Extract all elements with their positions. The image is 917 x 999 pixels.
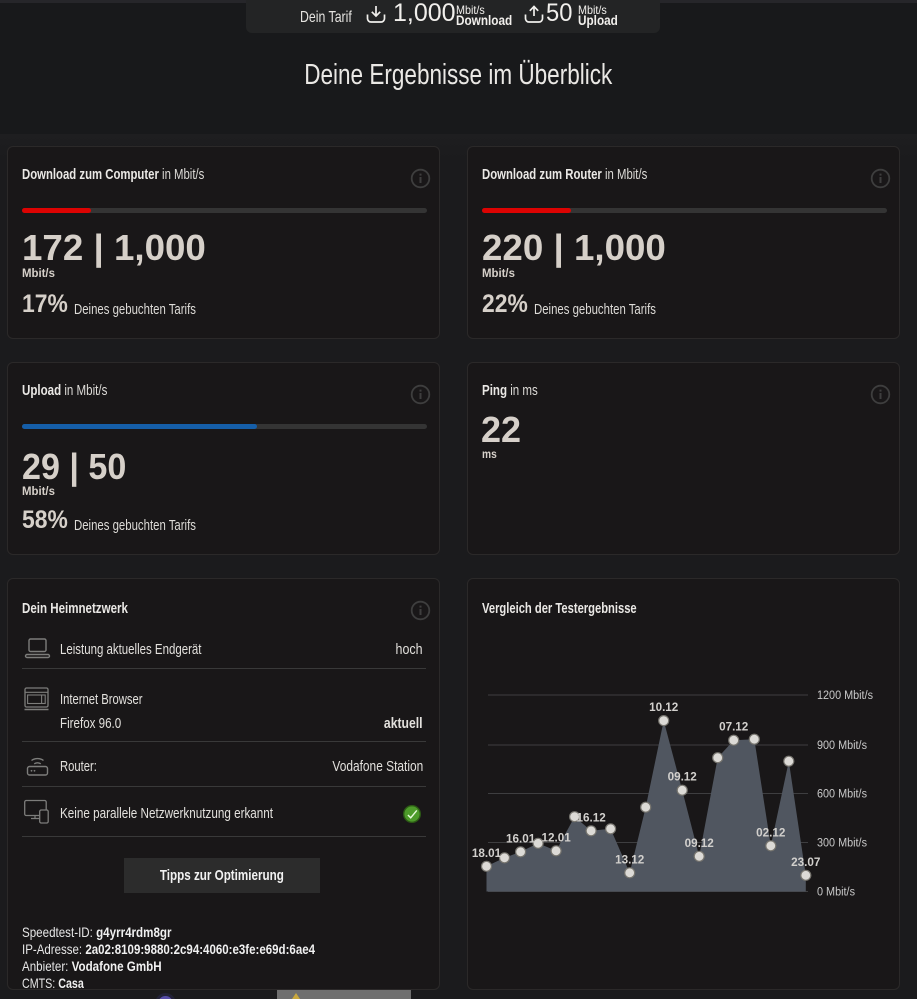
svg-text:12.01: 12.01 <box>541 831 571 844</box>
svg-text:0 Mbit/s: 0 Mbit/s <box>817 887 855 899</box>
svg-text:16.12: 16.12 <box>576 811 606 824</box>
svg-text:900 Mbit/s: 900 Mbit/s <box>817 740 867 752</box>
svg-text:1200 Mbit/s: 1200 Mbit/s <box>817 690 873 702</box>
svg-text:300 Mbit/s: 300 Mbit/s <box>817 838 867 850</box>
svg-text:07.12: 07.12 <box>719 721 749 734</box>
svg-text:16.01: 16.01 <box>506 832 536 845</box>
svg-text:23.07: 23.07 <box>791 856 820 869</box>
svg-text:10.12: 10.12 <box>649 701 679 714</box>
svg-text:02.12: 02.12 <box>756 826 786 839</box>
svg-text:13.12: 13.12 <box>615 853 645 866</box>
svg-text:18.01: 18.01 <box>472 847 502 860</box>
svg-text:09.12: 09.12 <box>668 771 698 784</box>
svg-text:600 Mbit/s: 600 Mbit/s <box>817 789 867 801</box>
svg-text:09.12: 09.12 <box>685 837 715 850</box>
